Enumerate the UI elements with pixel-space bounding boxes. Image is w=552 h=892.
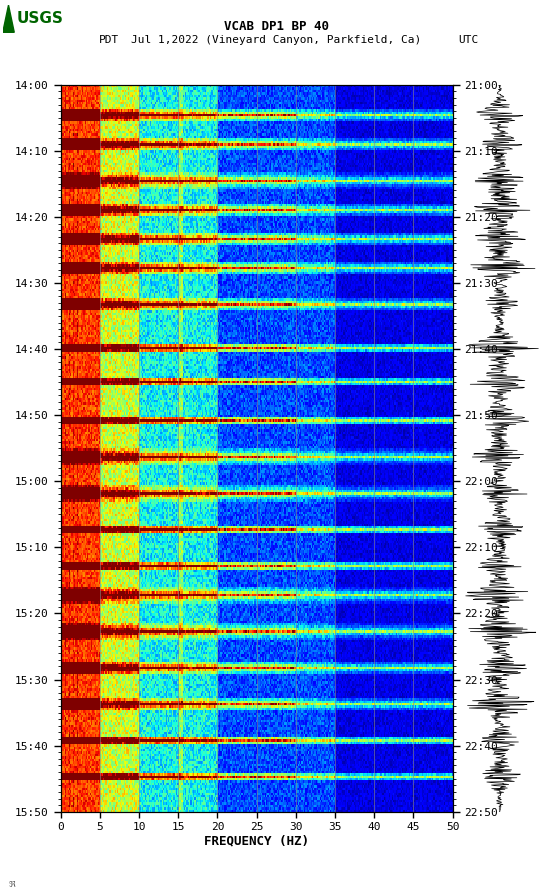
Text: USGS: USGS bbox=[17, 12, 64, 26]
Polygon shape bbox=[3, 5, 14, 32]
Text: PDT: PDT bbox=[99, 35, 120, 45]
X-axis label: FREQUENCY (HZ): FREQUENCY (HZ) bbox=[204, 835, 309, 848]
Text: UTC: UTC bbox=[458, 35, 479, 45]
Text: Jul 1,2022 (Vineyard Canyon, Parkfield, Ca): Jul 1,2022 (Vineyard Canyon, Parkfield, … bbox=[131, 35, 421, 45]
Text: VCAB DP1 BP 40: VCAB DP1 BP 40 bbox=[224, 21, 328, 33]
Text: ℜ: ℜ bbox=[8, 880, 15, 889]
